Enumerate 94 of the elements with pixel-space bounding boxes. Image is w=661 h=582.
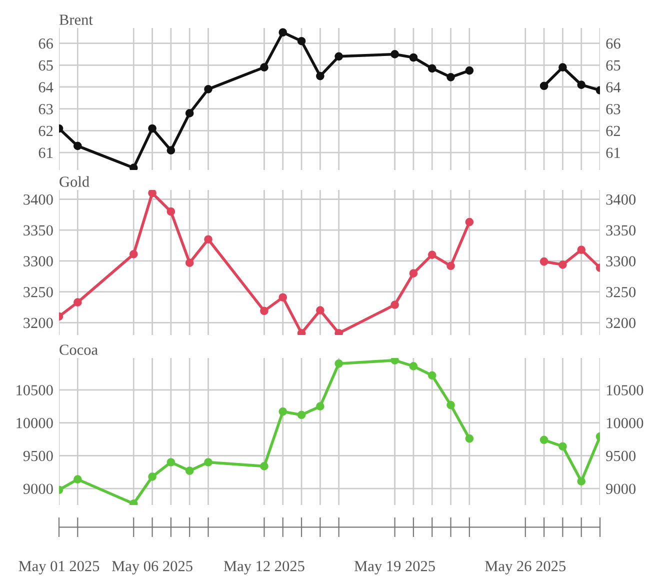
point <box>166 207 176 216</box>
y-tick-label: 63 <box>38 104 53 114</box>
y2-tick-label: 9000 <box>606 484 636 494</box>
point <box>334 52 343 61</box>
point <box>278 28 288 37</box>
point <box>148 124 156 133</box>
point <box>316 306 324 314</box>
point <box>334 359 343 368</box>
x-tick-label: May 12 2025 <box>224 560 304 574</box>
x-tick-label: May 01 2025 <box>18 560 100 574</box>
y2-tick-label: 3200 <box>606 318 636 328</box>
y2-tick-label: 62 <box>606 126 620 136</box>
point <box>409 362 418 370</box>
x-tick-label: May 26 2025 <box>485 560 566 574</box>
y-tick-label: 61 <box>38 148 53 158</box>
point <box>129 250 138 258</box>
point <box>390 358 399 364</box>
point <box>204 458 212 466</box>
y2-tick-label: 3300 <box>606 256 636 266</box>
point <box>316 72 324 80</box>
point <box>278 407 288 416</box>
y-tick-label: 3350 <box>24 225 53 236</box>
y-tick-label: 3200 <box>24 318 53 328</box>
point <box>446 400 455 410</box>
point <box>278 293 288 302</box>
point <box>540 82 548 90</box>
point <box>148 472 156 481</box>
point <box>577 246 586 254</box>
point <box>446 262 455 270</box>
point <box>316 402 324 411</box>
point <box>166 458 176 466</box>
point <box>73 298 82 306</box>
point <box>465 218 474 226</box>
y2-tick-label: 65 <box>606 60 620 71</box>
point <box>558 63 567 72</box>
y-tick-label: 66 <box>38 38 53 49</box>
y-tick-label: 3300 <box>24 256 53 266</box>
y2-tick-label: 64 <box>606 82 621 92</box>
point <box>73 142 82 150</box>
point <box>390 50 399 58</box>
y-tick-label: 65 <box>38 60 53 71</box>
chart-title: Cocoa <box>60 344 98 355</box>
point <box>428 250 436 259</box>
y2-tick-label: 10500 <box>606 385 644 396</box>
point <box>558 260 567 269</box>
point <box>540 436 548 444</box>
point <box>558 442 567 451</box>
point <box>166 146 176 155</box>
point <box>297 410 306 420</box>
y2-tick-label: 9500 <box>606 450 636 462</box>
point <box>465 434 474 443</box>
point <box>465 66 474 75</box>
y2-tick-label: 3400 <box>606 194 636 205</box>
point <box>185 258 194 267</box>
point <box>129 164 138 170</box>
point <box>409 53 418 62</box>
y-tick-label: 9500 <box>23 450 53 462</box>
point <box>185 466 194 475</box>
point <box>390 300 399 309</box>
point <box>428 371 436 380</box>
point <box>73 475 82 484</box>
point <box>297 328 306 335</box>
point <box>334 328 343 335</box>
point <box>148 190 156 198</box>
point <box>260 63 268 72</box>
point <box>540 257 548 266</box>
y-tick-label: 9000 <box>23 484 53 494</box>
chart-title: Brent <box>59 14 93 25</box>
point <box>297 36 306 46</box>
point <box>446 72 455 82</box>
x-tick-label: May 06 2025 <box>112 560 192 574</box>
y2-tick-label: 3250 <box>606 286 636 298</box>
y-tick-label: 3400 <box>24 194 53 205</box>
point <box>204 235 212 244</box>
y2-tick-label: 61 <box>606 148 620 158</box>
y2-tick-label: 66 <box>606 38 620 49</box>
point <box>428 64 436 73</box>
y2-tick-label: 10000 <box>606 418 644 428</box>
point <box>260 462 268 470</box>
point <box>260 306 268 316</box>
point <box>577 80 586 89</box>
chart-title: Gold <box>60 176 90 187</box>
y-tick-label: 62 <box>38 126 53 136</box>
y2-tick-label: 3350 <box>606 225 636 236</box>
y-tick-label: 10000 <box>16 418 53 428</box>
point <box>409 269 418 278</box>
x-tick-label: May 19 2025 <box>354 560 435 574</box>
y2-tick-label: 63 <box>606 104 620 114</box>
point <box>577 477 586 486</box>
point <box>204 85 212 94</box>
y-tick-label: 64 <box>38 82 54 92</box>
y-tick-label: 3250 <box>24 286 53 298</box>
y-tick-label: 10500 <box>16 385 53 396</box>
point <box>185 109 194 118</box>
